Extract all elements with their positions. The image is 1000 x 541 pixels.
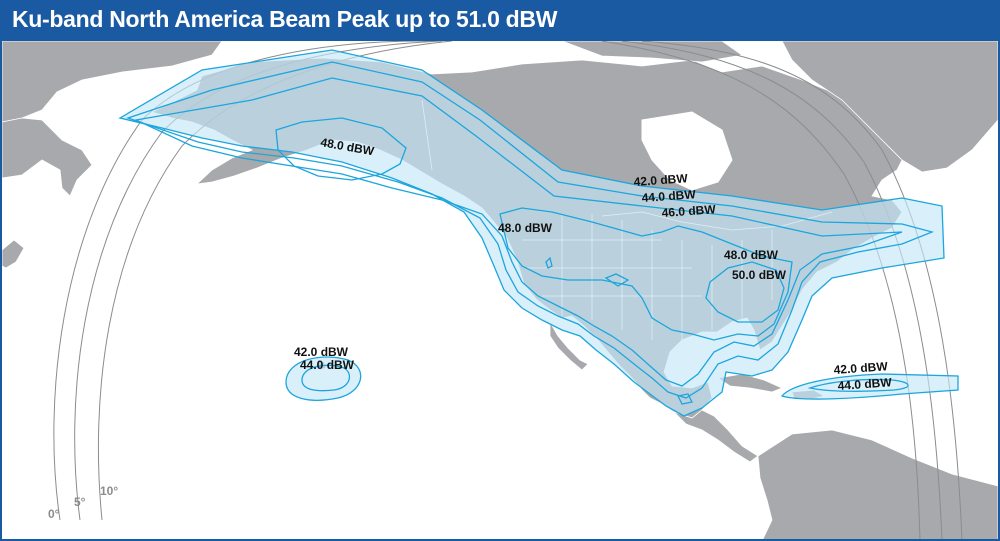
landmass-south-america [757,429,998,539]
map-title: Ku-band North America Beam Peak up to 51… [12,6,558,32]
contour-42-main [118,49,945,417]
label-44-hawaii: 44.0 dBW [300,358,355,372]
label-elev-0: 0° [48,507,60,521]
contour-50-east [705,261,785,323]
label-48-east: 48.0 dBW [724,248,779,262]
landmass-baja [549,320,589,371]
label-42-caribbean: 42.0 dBW [833,359,889,377]
label-elev-5: 5° [74,495,86,509]
contour-48-west [499,207,793,341]
contour-labels: 48.0 dBW 42.0 dBW 44.0 dBW 46.0 dBW 48.0… [294,135,893,393]
hudson-bay [641,111,733,191]
contour-small-1 [604,273,630,287]
contour-44-hawaii [301,364,351,392]
label-elev-10: 10° [100,484,118,498]
landmass-arctic-islands [561,41,744,63]
contour-small-2 [545,256,553,269]
label-44-caribbean: 44.0 dBW [837,375,893,393]
elevation-labels: 0° 5° 10° [48,484,118,521]
label-44-north: 44.0 dBW [641,187,697,205]
title-bar: Ku-band North America Beam Peak up to 51… [2,0,998,41]
landmass-greenland [781,41,998,173]
landmass-japan [2,239,25,269]
contour-44-caribbean [807,378,909,392]
contour-small-3 [677,393,693,405]
label-42-hawaii: 42.0 dBW [294,345,349,359]
contour-46-main [133,77,903,387]
label-48-west: 48.0 dBW [498,221,553,235]
label-46-north: 46.0 dBW [661,202,717,220]
contour-44-main [125,61,935,399]
landmass-kamchatka [2,117,93,197]
label-42-north: 42.0 dBW [633,171,689,189]
beam-contours [118,49,959,417]
coverage-map: 48.0 dBW 42.0 dBW 44.0 dBW 46.0 dBW 48.0… [2,41,998,539]
label-50-east: 50.0 dBW [732,268,787,282]
contour-48-alaska [275,117,407,181]
contour-42-caribbean [780,373,959,400]
